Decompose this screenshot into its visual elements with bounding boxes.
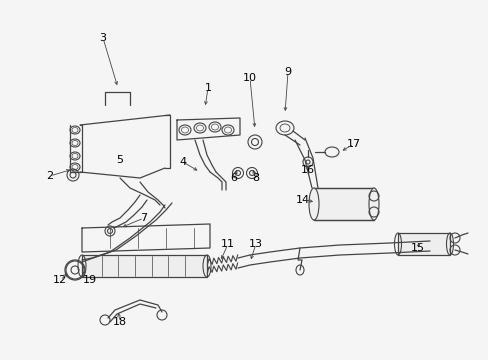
Text: 2: 2	[46, 171, 54, 181]
Text: 5: 5	[116, 155, 123, 165]
Text: 17: 17	[346, 139, 360, 149]
Text: 16: 16	[301, 165, 314, 175]
Text: 13: 13	[248, 239, 263, 249]
Bar	[397, 233, 449, 255]
Text: 6: 6	[230, 173, 237, 183]
Text: 18: 18	[113, 317, 127, 327]
Text: 19: 19	[83, 275, 97, 285]
Ellipse shape	[308, 188, 318, 220]
Text: 9: 9	[284, 67, 291, 77]
Text: 15: 15	[410, 243, 424, 253]
Text: 7: 7	[140, 213, 147, 223]
Ellipse shape	[368, 188, 378, 220]
Text: 12: 12	[53, 275, 67, 285]
Text: 11: 11	[221, 239, 235, 249]
Bar	[313, 188, 373, 220]
Bar	[82, 255, 206, 277]
Text: 3: 3	[99, 33, 106, 43]
Bar	[313, 188, 373, 220]
Text: 1: 1	[204, 83, 211, 93]
Text: 14: 14	[295, 195, 309, 205]
Text: 4: 4	[179, 157, 186, 167]
Text: 8: 8	[252, 173, 259, 183]
Text: 10: 10	[243, 73, 257, 83]
